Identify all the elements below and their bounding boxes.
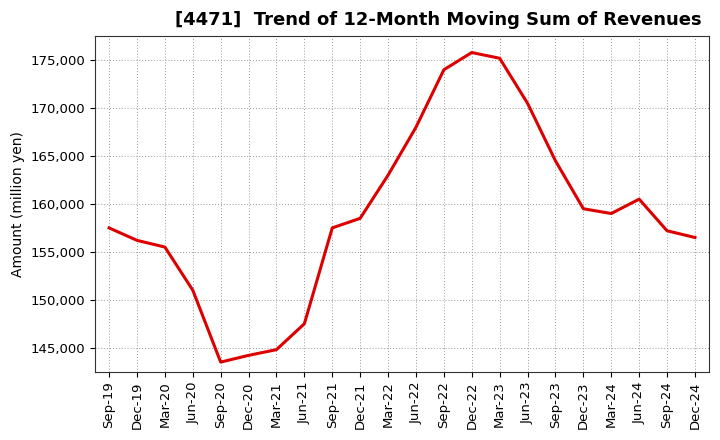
Text: [4471]  Trend of 12-Month Moving Sum of Revenues: [4471] Trend of 12-Month Moving Sum of R… — [175, 11, 701, 29]
Y-axis label: Amount (million yen): Amount (million yen) — [11, 131, 25, 277]
